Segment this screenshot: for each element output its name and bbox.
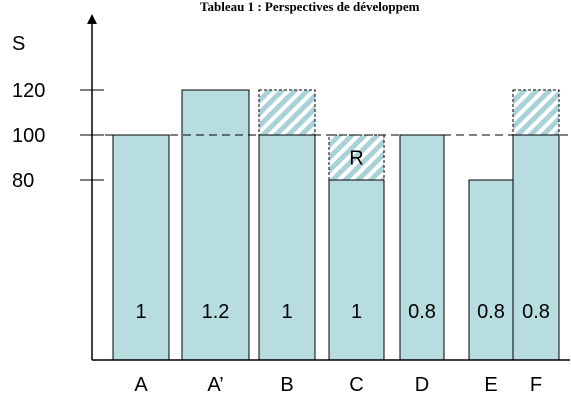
y-axis-label: S [12, 33, 25, 55]
bar-5 [399, 134, 445, 361]
x-tick-label-1: A [134, 374, 148, 396]
y-tick-label-120: 120 [12, 80, 45, 102]
chart-title: Tableau 1 : Perspectives de développem [200, 0, 420, 14]
y-tick-label-100: 100 [12, 125, 45, 147]
bar-potential-3 [258, 89, 316, 136]
annotation-1: R [349, 148, 363, 170]
bar-potential-7 [512, 89, 560, 136]
bar-1 [112, 134, 170, 361]
bar-3 [258, 134, 316, 361]
bars-layer: 1 1.2 1 1 0.8 0.8 0.8 R [112, 89, 560, 361]
y-ticks-layer: 80 100 120 [12, 80, 104, 192]
x-tick-label-3: B [280, 374, 293, 396]
bar-potential-4 [328, 134, 385, 181]
bar-label-4: 1 [351, 301, 362, 323]
bar-label-1: 1 [135, 301, 146, 323]
x-tick-label-4: C [349, 374, 363, 396]
bar-7 [512, 134, 560, 361]
x-labels-layer: A A’ B C D E F [134, 374, 542, 396]
bar-6 [468, 179, 514, 361]
bar-4 [328, 179, 385, 361]
x-tick-label-2: A’ [207, 374, 223, 396]
bar-label-3: 1 [281, 301, 292, 323]
y-tick-label-80: 80 [12, 170, 34, 192]
bar-label-6: 0.8 [477, 301, 505, 323]
x-tick-label-6: E [484, 374, 497, 396]
x-tick-label-7: F [530, 374, 542, 396]
bar-label-5: 0.8 [408, 301, 436, 323]
axes-layer [87, 14, 570, 361]
bar-label-2: 1.2 [202, 301, 230, 323]
x-tick-label-5: D [415, 374, 429, 396]
bar-label-7: 0.8 [522, 301, 550, 323]
y-axis-arrow-icon [87, 14, 97, 24]
